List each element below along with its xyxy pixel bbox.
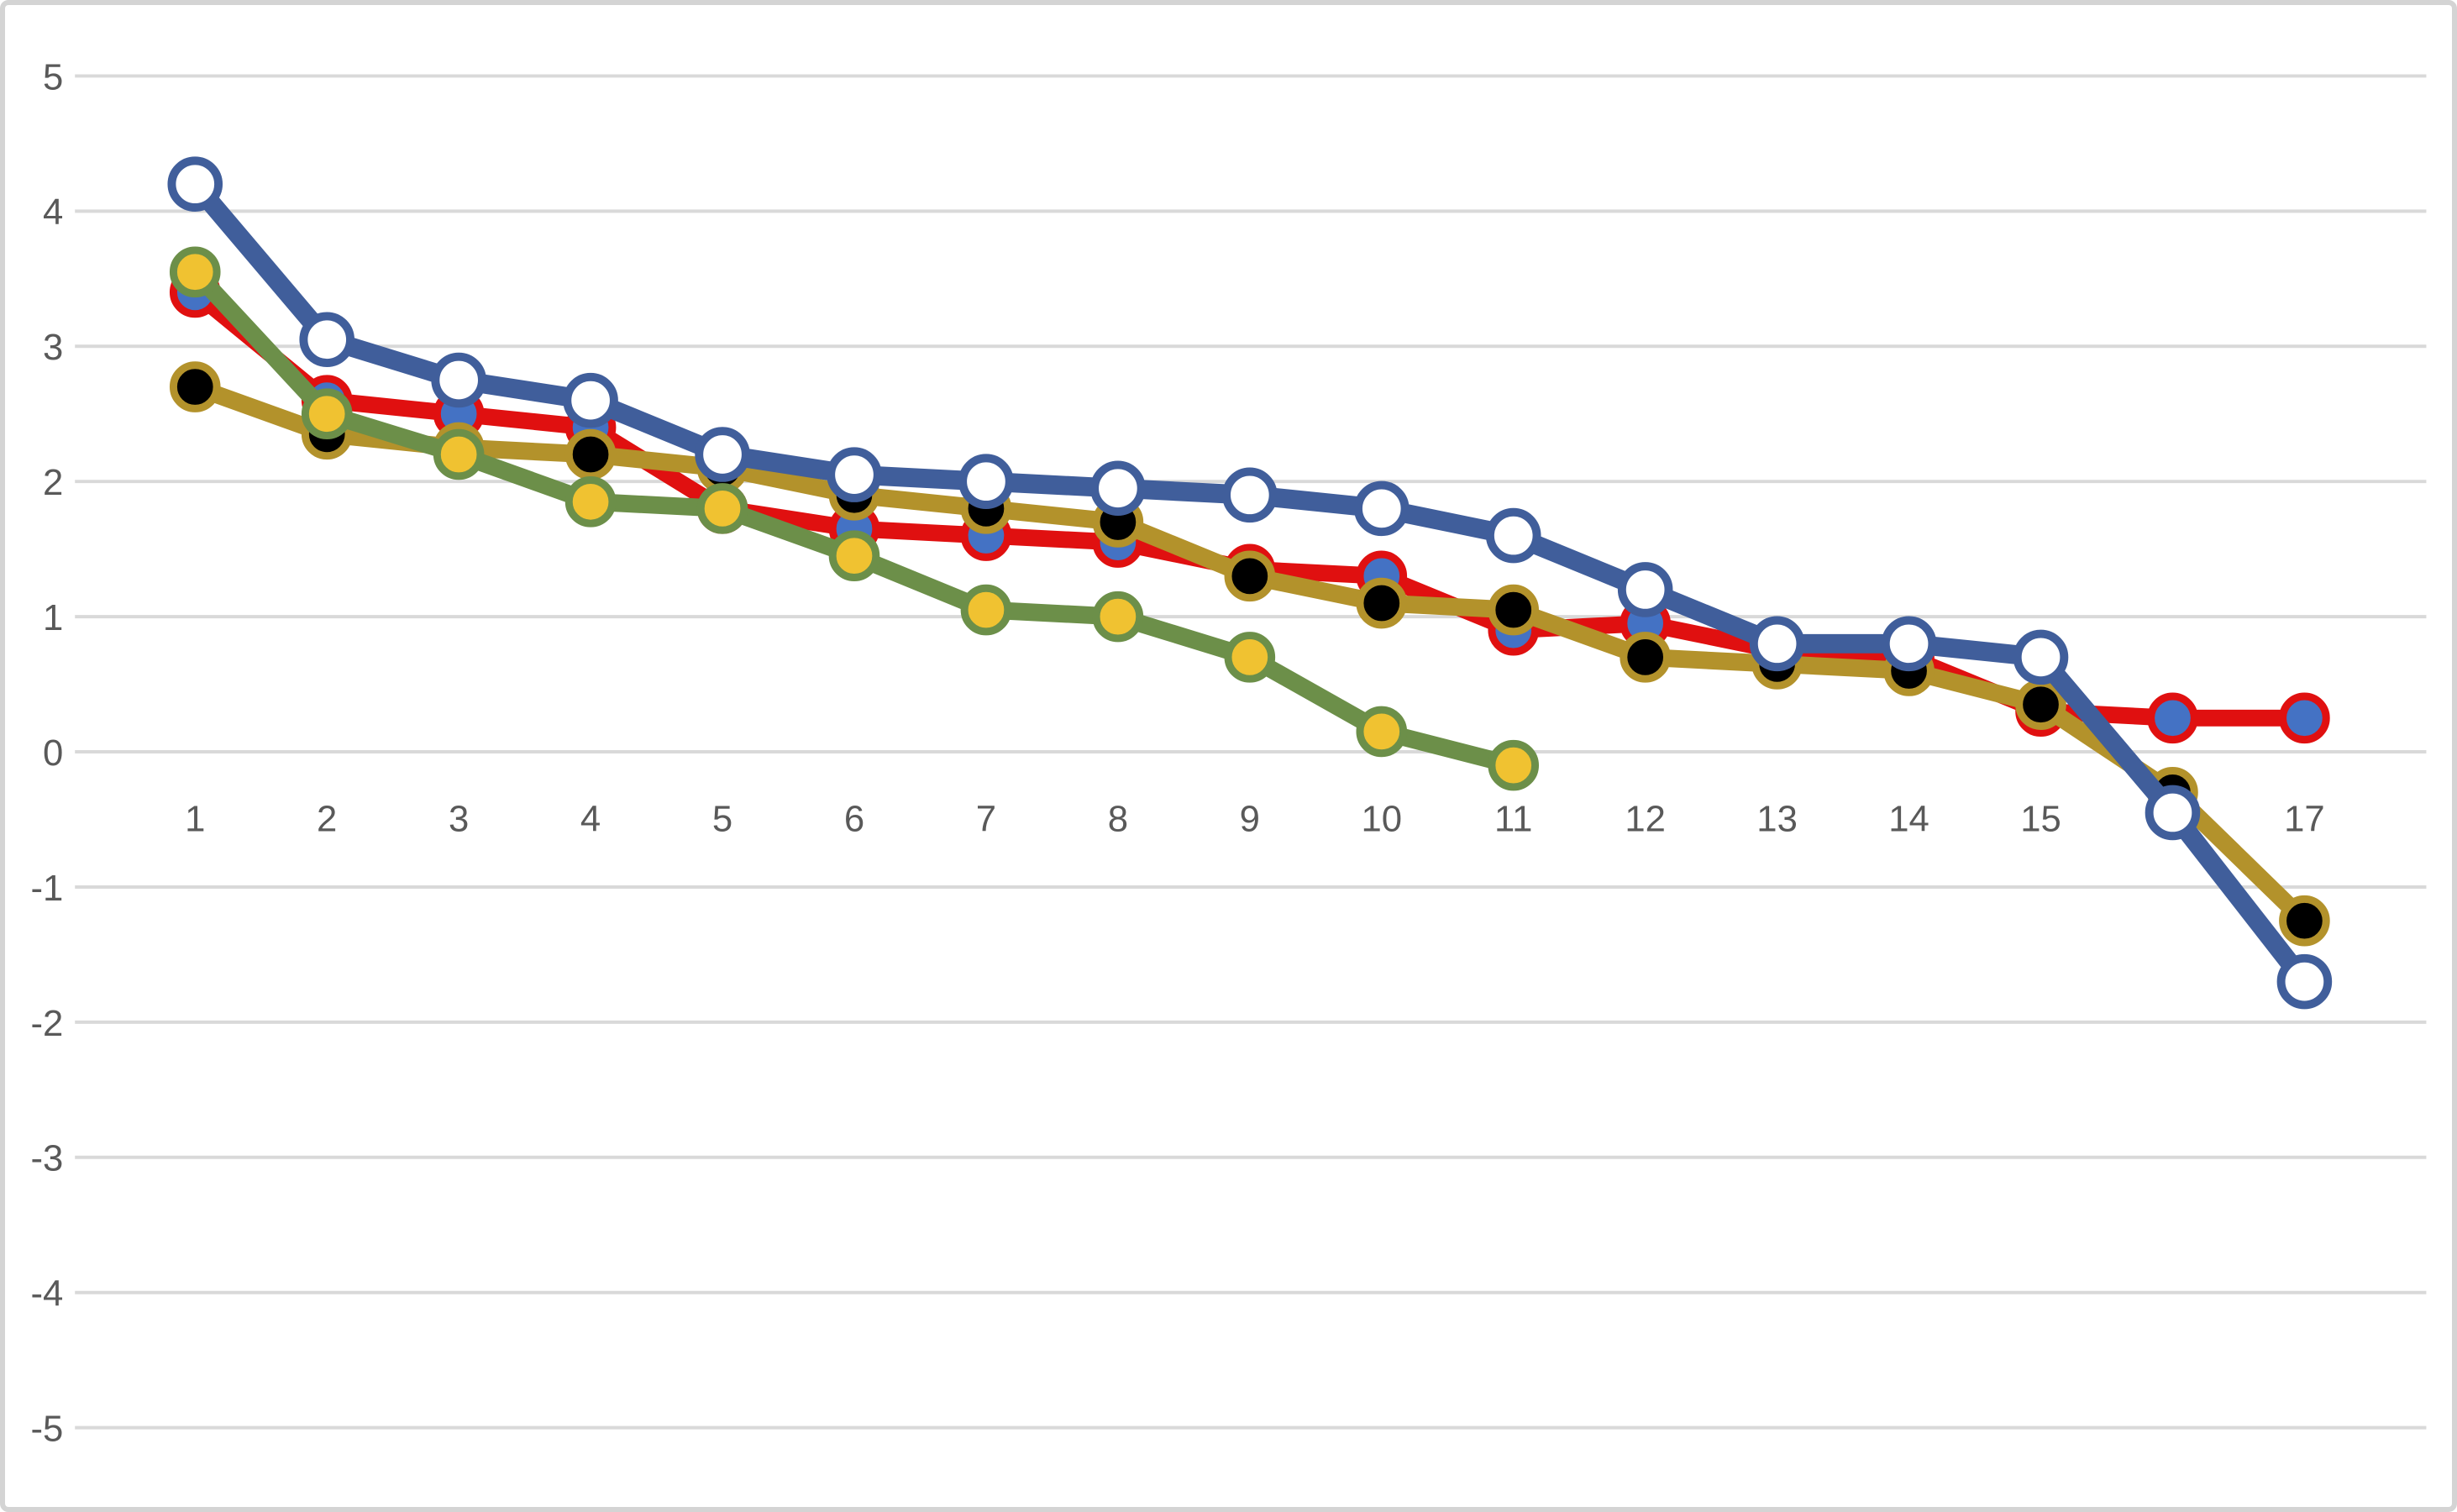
marker-green-line-gold-markers-x8 — [1092, 591, 1144, 643]
marker-blue-line-white-markers-x16 — [2145, 785, 2201, 841]
x-axis-label-12: 12 — [1625, 798, 1666, 839]
y-axis-label-4: 4 — [43, 192, 63, 233]
y-axis-label-1: 1 — [43, 597, 63, 638]
y-axis-label-2: 2 — [43, 462, 63, 503]
x-axis-label-13: 13 — [1756, 798, 1798, 839]
marker-blue-line-white-markers-x8 — [1090, 460, 1146, 517]
marker-blue-line-white-markers-x17 — [2276, 953, 2333, 1010]
y-axis-label--5: -5 — [30, 1409, 63, 1450]
x-axis-label-9: 9 — [1240, 798, 1260, 839]
marker-red-line-blue-markers-x16 — [2147, 692, 2198, 744]
y-axis-label-5: 5 — [43, 56, 63, 97]
marker-gold-line-black-markers-x1 — [169, 361, 221, 412]
marker-gold-line-black-markers-x9 — [1224, 550, 1276, 602]
chart-canvas: 543210-1-2-3-4-5123456789101112131415161… — [30, 56, 2427, 1450]
marker-green-line-gold-markers-x7 — [960, 584, 1012, 636]
marker-red-line-blue-markers-x17 — [2279, 692, 2330, 744]
x-axis-label-4: 4 — [580, 798, 601, 839]
marker-blue-line-white-markers-x3 — [431, 352, 486, 408]
marker-green-line-gold-markers-x10 — [1356, 706, 1408, 758]
marker-green-line-gold-markers-x6 — [828, 530, 880, 581]
marker-blue-line-white-markers-x4 — [563, 372, 618, 428]
x-axis-label-11: 11 — [1494, 798, 1532, 839]
marker-blue-line-white-markers-x12 — [1617, 562, 1673, 617]
marker-gold-line-black-markers-x10 — [1356, 577, 1408, 629]
x-axis-label-2: 2 — [317, 798, 337, 839]
marker-blue-line-white-markers-x2 — [299, 312, 354, 368]
y-axis-label--4: -4 — [30, 1273, 63, 1315]
marker-green-line-gold-markers-x1 — [169, 246, 221, 298]
marker-blue-line-white-markers-x14 — [1881, 616, 1937, 672]
marker-blue-line-white-markers-x10 — [1353, 480, 1410, 537]
x-axis-label-3: 3 — [449, 798, 469, 839]
marker-blue-line-white-markers-x15 — [2013, 629, 2069, 685]
x-axis-label-14: 14 — [1888, 798, 1929, 839]
x-axis-label-1: 1 — [185, 798, 205, 839]
marker-blue-line-white-markers-x9 — [1222, 467, 1278, 523]
marker-green-line-gold-markers-x11 — [1488, 739, 1540, 791]
x-axis-label-8: 8 — [1108, 798, 1128, 839]
marker-gold-line-black-markers-x17 — [2279, 895, 2330, 947]
y-axis-label--3: -3 — [30, 1138, 63, 1179]
marker-gold-line-black-markers-x11 — [1488, 584, 1540, 636]
marker-blue-line-white-markers-x6 — [827, 447, 882, 502]
marker-green-line-gold-markers-x4 — [564, 476, 617, 528]
marker-green-line-gold-markers-x2 — [301, 388, 353, 440]
marker-green-line-gold-markers-x5 — [696, 483, 748, 534]
marker-blue-line-white-markers-x5 — [695, 427, 750, 482]
x-axis-label-17: 17 — [2284, 798, 2325, 839]
marker-blue-line-white-markers-x1 — [167, 156, 223, 212]
x-axis-label-10: 10 — [1361, 798, 1402, 839]
marker-blue-line-white-markers-x7 — [958, 454, 1014, 509]
marker-gold-line-black-markers-x4 — [564, 428, 617, 480]
marker-blue-line-white-markers-x13 — [1749, 616, 1805, 672]
x-axis-label-6: 6 — [844, 798, 864, 839]
marker-green-line-gold-markers-x9 — [1224, 632, 1276, 683]
y-axis-label-0: 0 — [43, 732, 63, 774]
marker-blue-line-white-markers-x11 — [1485, 507, 1541, 564]
y-axis-label--2: -2 — [30, 1003, 63, 1044]
y-axis-label--1: -1 — [30, 868, 63, 909]
marker-green-line-gold-markers-x3 — [433, 428, 485, 480]
x-axis-label-7: 7 — [976, 798, 996, 839]
y-axis-label-3: 3 — [43, 327, 63, 368]
x-axis-label-15: 15 — [2020, 798, 2061, 839]
marker-gold-line-black-markers-x12 — [1620, 632, 1671, 683]
x-axis-label-5: 5 — [712, 798, 732, 839]
